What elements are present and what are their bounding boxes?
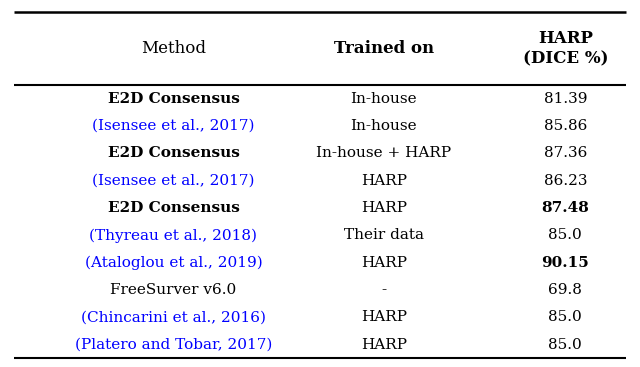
Text: 85.0: 85.0 [548,310,582,324]
Text: E2D Consensus: E2D Consensus [108,92,239,106]
Text: HARP: HARP [361,174,407,188]
Text: Trained on: Trained on [333,40,434,57]
Text: In-house: In-house [351,119,417,133]
Text: (Ataloglou et al., 2019): (Ataloglou et al., 2019) [84,255,262,270]
Text: FreeSurver v6.0: FreeSurver v6.0 [110,283,237,297]
Text: 85.86: 85.86 [543,119,587,133]
Text: In-house: In-house [351,92,417,106]
Text: (Platero and Tobar, 2017): (Platero and Tobar, 2017) [75,338,272,352]
Text: 85.0: 85.0 [548,228,582,242]
Text: HARP: HARP [361,338,407,352]
Text: (Chincarini et al., 2016): (Chincarini et al., 2016) [81,310,266,324]
Text: (Isensee et al., 2017): (Isensee et al., 2017) [92,119,255,133]
Text: 87.48: 87.48 [541,201,589,215]
Text: HARP: HARP [361,201,407,215]
Text: Method: Method [141,40,206,57]
Text: HARP: HARP [361,256,407,270]
Text: HARP: HARP [361,310,407,324]
Text: 69.8: 69.8 [548,283,582,297]
Text: In-house + HARP: In-house + HARP [316,146,451,160]
Text: E2D Consensus: E2D Consensus [108,201,239,215]
Text: Their data: Their data [344,228,424,242]
Text: HARP
(DICE %): HARP (DICE %) [523,30,608,67]
Text: 87.36: 87.36 [543,146,587,160]
Text: (Isensee et al., 2017): (Isensee et al., 2017) [92,174,255,188]
Text: 86.23: 86.23 [543,174,587,188]
Text: 85.0: 85.0 [548,338,582,352]
Text: E2D Consensus: E2D Consensus [108,146,239,160]
Text: (Thyreau et al., 2018): (Thyreau et al., 2018) [90,228,257,243]
Text: 81.39: 81.39 [543,92,587,106]
Text: -: - [381,283,387,297]
Text: 90.15: 90.15 [541,256,589,270]
